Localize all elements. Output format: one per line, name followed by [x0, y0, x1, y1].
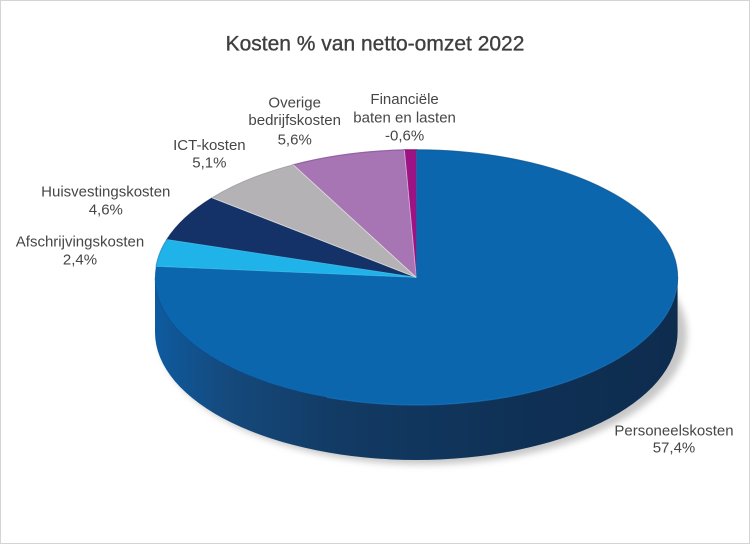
svg-text:Afschrijvingskosten: Afschrijvingskosten	[16, 233, 144, 250]
svg-text:Personeelskosten: Personeelskosten	[614, 422, 733, 439]
svg-text:2,4%: 2,4%	[63, 252, 97, 269]
svg-text:Overige: Overige	[268, 94, 321, 111]
svg-text:baten en lasten: baten en lasten	[353, 109, 456, 126]
svg-text:ICT-kosten: ICT-kosten	[173, 137, 246, 154]
svg-text:4,6%: 4,6%	[89, 201, 123, 218]
svg-text:bedrijfskosten: bedrijfskosten	[248, 112, 341, 129]
svg-text:Financiële: Financiële	[370, 91, 438, 108]
svg-text:Kosten % van netto-omzet 2022: Kosten % van netto-omzet 2022	[226, 33, 525, 56]
svg-text:Huisvestingskosten: Huisvestingskosten	[41, 184, 170, 201]
svg-text:-0,6%: -0,6%	[385, 127, 424, 144]
svg-text:5,6%: 5,6%	[278, 131, 312, 148]
svg-text:57,4%: 57,4%	[653, 440, 696, 457]
svg-text:5,1%: 5,1%	[192, 155, 226, 172]
